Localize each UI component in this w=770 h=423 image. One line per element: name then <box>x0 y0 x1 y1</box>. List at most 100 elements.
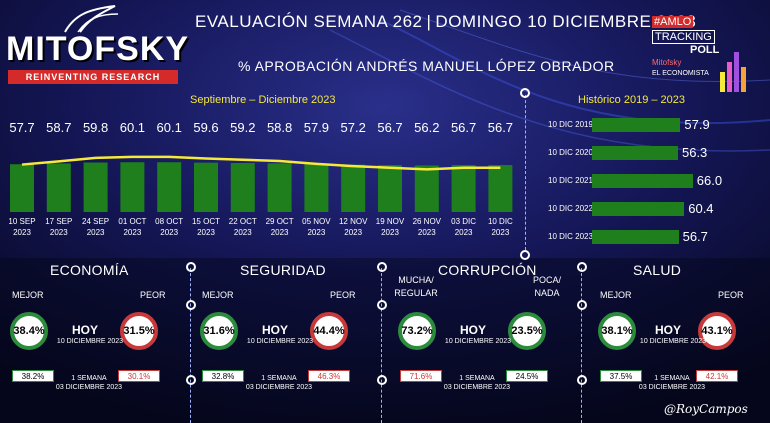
previous-week-label: 1 SEMANA <box>459 375 495 382</box>
right-value-circle: 44.4% <box>310 312 348 350</box>
divider-dot-top <box>520 88 530 98</box>
previous-left-value: 71.6% <box>400 370 442 382</box>
weekly-value-label: 60.1 <box>156 120 182 135</box>
weekly-value-label: 59.6 <box>193 120 219 135</box>
historic-date-label: 10 DIC 2019 <box>548 120 593 129</box>
left-value-circle: 31.6% <box>200 312 238 350</box>
hoy-date: 10 DICIEMBRE 2023 <box>56 338 124 345</box>
weekly-date-label: 22 OCT 2023 <box>223 216 263 238</box>
historic-bar <box>592 230 679 244</box>
weekly-value-label: 56.2 <box>414 120 440 135</box>
weekly-date-year: 2023 <box>454 228 473 237</box>
weekly-date-year: 2023 <box>233 228 252 237</box>
section-divider-dot <box>377 300 387 310</box>
previous-right-value: 42.1% <box>696 370 738 382</box>
hoy-date: 10 DICIEMBRE 2023 <box>639 338 707 345</box>
left-value-circle: 38.1% <box>598 312 636 350</box>
weekly-date-year: 2023 <box>270 228 289 237</box>
hoy-date: 10 DICIEMBRE 2023 <box>246 338 314 345</box>
left-label: MEJOR <box>600 290 632 300</box>
weekly-date-day: 10 SEP <box>8 217 36 226</box>
weekly-value-label: 56.7 <box>487 120 514 135</box>
weekly-value-label: 60.1 <box>119 120 146 135</box>
hoy-label: HOY <box>72 323 99 337</box>
weekly-bar <box>304 164 329 212</box>
weekly-bar <box>120 162 145 212</box>
hoy-label: HOY <box>262 323 289 337</box>
left-label: MEJOR <box>12 290 44 300</box>
divider-line <box>525 95 526 250</box>
weekly-date-label: 05 NOV 2023 <box>296 216 336 238</box>
weekly-value-label: 58.8 <box>266 120 293 135</box>
title-separator: | <box>426 12 432 31</box>
mini-bars-icon <box>720 52 746 92</box>
historic-date-label: 10 DIC 2020 <box>548 148 593 157</box>
left-label: MEJOR <box>202 290 234 300</box>
right-label: POCA/ NADA <box>532 275 561 298</box>
previous-left-value: 32.8% <box>202 370 244 382</box>
brand-tagline: REINVENTING RESEARCH <box>8 70 178 84</box>
previous-left-value: 38.2% <box>12 370 54 382</box>
historic-bar <box>592 174 693 188</box>
bird-logo-icon <box>64 5 119 33</box>
divider-dot-bottom <box>520 250 530 260</box>
signature: @RoyCampos <box>664 402 748 416</box>
section-divider-dot <box>186 300 196 310</box>
badge-poll: POLL <box>690 44 720 56</box>
hoy-label: HOY <box>460 323 487 337</box>
weekly-bar <box>46 163 71 212</box>
right-value-circle: 43.1% <box>698 312 736 350</box>
weekly-date-day: 29 OCT <box>265 217 294 226</box>
section-divider-dot <box>577 375 587 385</box>
historic-value-label: 57.9 <box>684 117 710 132</box>
section-title: SEGURIDAD <box>240 262 326 278</box>
weekly-bar <box>414 165 439 212</box>
weekly-date-label: 10 DIC 2023 <box>480 216 520 238</box>
historic-value-label: 66.0 <box>696 173 723 188</box>
previous-right-value: 30.1% <box>118 370 160 382</box>
brand-logo: MITOFSKY <box>6 30 190 68</box>
historic-bar <box>592 202 685 216</box>
weekly-bar <box>451 165 476 212</box>
weekly-date-year: 2023 <box>13 228 31 237</box>
historic-value-label: 56.7 <box>682 229 708 244</box>
weekly-chart-title: Septiembre – Diciembre 2023 <box>190 94 336 106</box>
weekly-date-day: 15 OCT <box>191 217 220 226</box>
right-value-circle: 23.5% <box>508 312 546 350</box>
hoy-label: HOY <box>655 323 682 337</box>
badge-tracking: TRACKING <box>652 30 715 44</box>
previous-left-value: 37.5% <box>600 370 642 382</box>
title-main: EVALUACIÓN SEMANA 262 <box>195 12 423 31</box>
weekly-date-label: 24 SEP 2023 <box>76 216 116 238</box>
weekly-date-label: 08 OCT 2023 <box>149 216 189 238</box>
historic-chart-title: Histórico 2019 – 2023 <box>578 94 686 106</box>
previous-right-value: 24.5% <box>506 370 548 382</box>
weekly-value-label: 57.2 <box>340 120 366 135</box>
previous-week-date: 03 DICIEMBRE 2023 <box>245 384 313 391</box>
weekly-date-year: 2023 <box>344 228 363 237</box>
historic-bar <box>592 146 678 160</box>
badge-brand: Mitofsky <box>652 58 682 67</box>
badge-publisher: EL ECONOMISTA <box>652 70 709 77</box>
section-divider-dot <box>377 375 387 385</box>
weekly-date-label: 15 OCT 2023 <box>186 216 226 238</box>
section-divider-dot <box>377 262 387 272</box>
weekly-date-day: 12 NOV <box>338 217 368 226</box>
section-divider <box>381 268 382 423</box>
left-value-circle: 73.2% <box>398 312 436 350</box>
section-title: ECONOMÍA <box>50 262 129 278</box>
section-divider-dot <box>577 300 587 310</box>
historic-date-label: 10 DIC 2021 <box>548 176 593 185</box>
weekly-date-year: 2023 <box>197 228 215 237</box>
weekly-chart <box>10 155 513 212</box>
section-divider-dot <box>186 375 196 385</box>
page-subtitle: % APROBACIÓN ANDRÉS MANUEL LÓPEZ OBRADOR <box>238 58 615 74</box>
weekly-value-label: 56.7 <box>450 120 477 135</box>
weekly-date-year: 2023 <box>417 228 436 237</box>
weekly-date-label: 12 NOV 2023 <box>333 216 373 238</box>
weekly-date-day: 01 OCT <box>118 217 147 226</box>
historic-date-label: 10 DIC 2022 <box>548 204 593 213</box>
weekly-date-label: 03 DIC 2023 <box>444 216 484 238</box>
previous-week-date: 03 DICIEMBRE 2023 <box>638 384 706 391</box>
trend-line <box>21 155 501 171</box>
